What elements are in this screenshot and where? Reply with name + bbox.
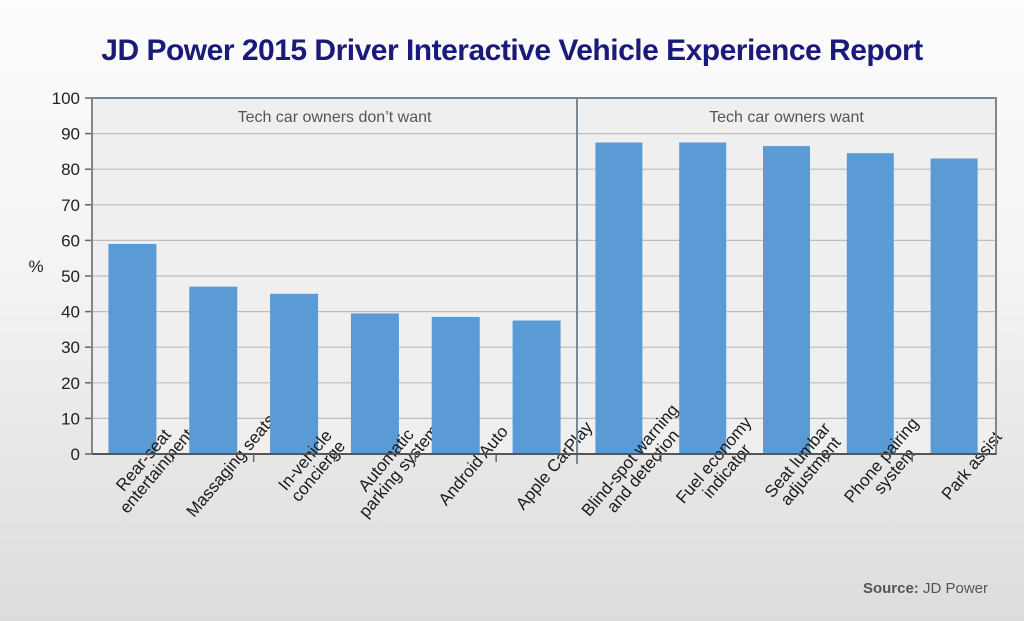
bar <box>512 320 561 454</box>
bar <box>846 153 894 454</box>
bar <box>763 146 810 454</box>
chart-title: JD Power 2015 Driver Interactive Vehicle… <box>101 34 923 67</box>
y-tick-label: 0 <box>71 445 80 464</box>
y-tick-label: 60 <box>61 231 80 250</box>
bar <box>930 158 978 454</box>
y-tick-label: 20 <box>61 374 80 393</box>
bar <box>431 316 480 454</box>
bar <box>595 142 643 454</box>
y-tick-label: 70 <box>61 196 80 215</box>
source-label: Source: <box>862 580 919 597</box>
y-tick-label: 10 <box>61 409 80 428</box>
y-tick-label: 100 <box>52 89 80 108</box>
y-tick-label: 90 <box>61 125 80 144</box>
y-tick-label: 30 <box>61 338 80 357</box>
group-label: Tech car owners want <box>709 109 864 126</box>
bar <box>189 286 238 454</box>
y-tick-label: 80 <box>61 160 80 179</box>
y-tick-label: 40 <box>61 303 80 322</box>
source-note: Source: JD Power <box>863 580 988 597</box>
y-axis-label: % <box>28 257 43 276</box>
source-text: JD Power <box>918 580 988 597</box>
bar <box>350 313 399 454</box>
y-tick-label: 50 <box>61 267 80 286</box>
bar <box>108 243 157 454</box>
group-label: Tech car owners don’t want <box>238 109 432 126</box>
bar <box>270 293 319 454</box>
bar <box>679 142 727 454</box>
